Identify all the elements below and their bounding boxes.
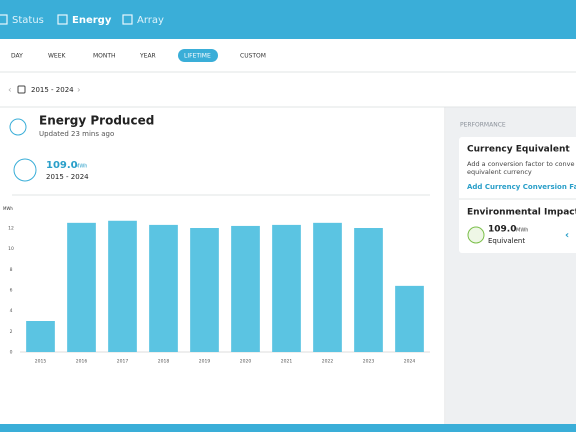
period-tab[interactable]: LIFETIME [184,53,211,60]
y-tick-label: 6 [10,288,13,294]
bar [190,228,219,352]
next-arrow[interactable]: › [77,86,81,96]
date-range[interactable]: 2015 - 2024 [31,86,74,94]
card-title: Energy Produced [39,114,154,128]
nav-tab[interactable]: Energy [72,15,112,26]
x-tick-label: 2020 [240,359,252,365]
total: 109.0 [46,160,78,171]
period-tab[interactable]: MONTH [93,53,116,60]
nav-tab[interactable]: Status [12,15,44,26]
bar [395,285,424,352]
currency-text: Add a conversion factor to conve [467,160,574,168]
y-tick-label: 4 [10,308,13,314]
x-tick-label: 2022 [322,359,334,365]
x-tick-label: 2021 [281,359,293,365]
x-tick-label: 2015 [35,359,47,365]
x-tick-label: 2017 [117,359,129,365]
y-tick-label: 12 [8,226,14,232]
bar [149,224,178,352]
panel-card [459,137,576,253]
bar [67,222,96,352]
environment-note: Equivalent [488,237,525,245]
bar [313,222,342,352]
currency-title: Currency Equivalent [467,145,570,155]
chevron[interactable]: ‹ [565,230,569,241]
nav-tab[interactable]: Array [137,15,164,26]
y-tick-label: 10 [8,246,14,252]
y-tick-label: 0 [10,350,13,356]
environment-title: Environmental Impact [467,208,576,218]
bar [231,225,260,352]
currency-link[interactable]: Add Currency Conversion Facto [467,183,576,191]
calendar-icon [17,85,26,94]
bar [354,228,383,352]
period-tab[interactable]: WEEK [48,53,67,60]
bottom-bar [0,424,576,432]
x-tick-label: 2024 [404,359,416,365]
y-tick-label: 2 [10,329,13,335]
updated: Updated 23 mins ago [39,130,114,138]
x-tick-label: 2019 [199,359,211,365]
sun-icon [9,118,27,136]
sun-icon [13,158,37,182]
x-tick-label: 2023 [363,359,375,365]
x-tick-label: 2016 [76,359,88,365]
prev-arrow[interactable]: ‹ [8,86,12,96]
bar [108,220,137,352]
leaf-icon [467,226,485,244]
top-bar [0,0,576,39]
x-tick-label: 2018 [158,359,170,365]
period-tab[interactable]: CUSTOM [240,53,266,60]
unit: MWh [75,164,87,170]
environment-unit: MWh [516,228,528,234]
bar [26,321,55,352]
period-tab[interactable]: DAY [11,53,23,60]
active-pill [178,49,218,62]
environment-value: 109.0 [488,225,516,235]
y-axis-label: MWh [3,206,13,211]
nav-icon [0,14,8,25]
nav-icon [57,14,68,25]
currency-text: equivalent currency [467,168,532,176]
bar [272,224,301,352]
nav-icon [122,14,133,25]
panel-heading: PERFORMANCE [460,122,506,129]
y-tick-label: 8 [10,267,13,273]
range: 2015 - 2024 [46,173,89,181]
period-tab[interactable]: YEAR [139,53,156,60]
